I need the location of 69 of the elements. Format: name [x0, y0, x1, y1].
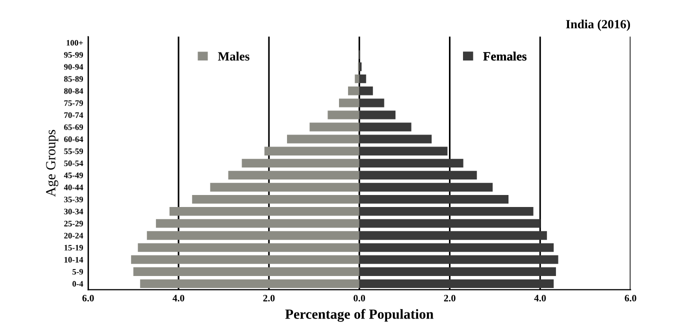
- y-tick-label: 100+: [66, 40, 83, 46]
- x-tick-label: 0.0: [354, 294, 366, 302]
- bar: [140, 279, 360, 288]
- y-tick-label: 0-4: [72, 281, 84, 287]
- bar: [359, 194, 508, 204]
- y-tick-label: 15-19: [64, 244, 83, 251]
- bar: [310, 122, 360, 132]
- y-tick-label: 40-44: [64, 184, 84, 190]
- bar: [359, 134, 432, 144]
- bar: [359, 146, 448, 156]
- y-tick-label: 90-94: [64, 64, 84, 70]
- y-tick-label: 25-29: [64, 220, 83, 226]
- bar: [359, 158, 464, 168]
- bar: [339, 98, 360, 108]
- bar: [138, 243, 360, 252]
- y-tick-label: 95-99: [64, 52, 83, 58]
- x-tick-label: 2.0: [263, 294, 275, 302]
- bar: [287, 134, 360, 144]
- y-tick-label: 35-39: [64, 196, 83, 202]
- x-tick-label: 2.0: [444, 294, 456, 302]
- bar: [192, 194, 360, 204]
- bar: [348, 86, 360, 96]
- x-tick-label: 6.0: [624, 294, 636, 302]
- bar: [359, 182, 493, 192]
- x-axis-title: Percentage of Population: [285, 308, 434, 322]
- bar: [359, 231, 547, 240]
- bar: [133, 267, 360, 276]
- y-tick-label: 80-84: [64, 88, 84, 94]
- x-tick-label: 4.0: [534, 294, 546, 302]
- bar: [354, 74, 360, 84]
- bar: [359, 219, 540, 228]
- bar: [131, 255, 360, 264]
- y-axis-title: Age Groups: [46, 130, 58, 197]
- y-tick-label: 55-59: [64, 148, 83, 154]
- bar: [170, 207, 360, 216]
- bar: [359, 110, 396, 120]
- y-tick-label: 65-69: [64, 124, 83, 130]
- legend-label: Males: [218, 52, 250, 61]
- bar: [359, 98, 384, 108]
- y-tick-label: 5-9: [72, 269, 83, 275]
- y-tick-label: 10-14: [64, 256, 84, 263]
- bar: [359, 122, 412, 132]
- y-tick-label: 85-89: [64, 76, 83, 82]
- y-tick-label: 75-79: [64, 100, 83, 106]
- bar: [359, 255, 558, 264]
- bar: [264, 146, 360, 156]
- bar: [328, 110, 360, 120]
- bar: [359, 267, 556, 276]
- bar: [359, 170, 477, 180]
- y-tick-label: 45-49: [64, 172, 83, 178]
- y-tick-label: 50-54: [64, 160, 84, 166]
- bar: [146, 231, 360, 240]
- legend-label: Females: [483, 52, 526, 61]
- x-tick-label: 4.0: [172, 294, 184, 302]
- bar: [242, 158, 360, 168]
- y-tick-label: 20-24: [64, 232, 84, 238]
- y-tick-label: 70-74: [64, 112, 84, 118]
- bar: [359, 243, 554, 252]
- y-tick-label: 30-34: [64, 208, 84, 214]
- chart-title: India (2016): [566, 20, 630, 31]
- bar: [359, 86, 373, 96]
- bar: [359, 207, 534, 216]
- bar: [359, 74, 366, 84]
- x-tick-label: 6.0: [82, 294, 94, 302]
- bar: [228, 170, 360, 180]
- bar: [359, 279, 554, 288]
- bar: [210, 182, 360, 192]
- bar: [156, 219, 360, 228]
- y-tick-label: 60-64: [64, 136, 84, 142]
